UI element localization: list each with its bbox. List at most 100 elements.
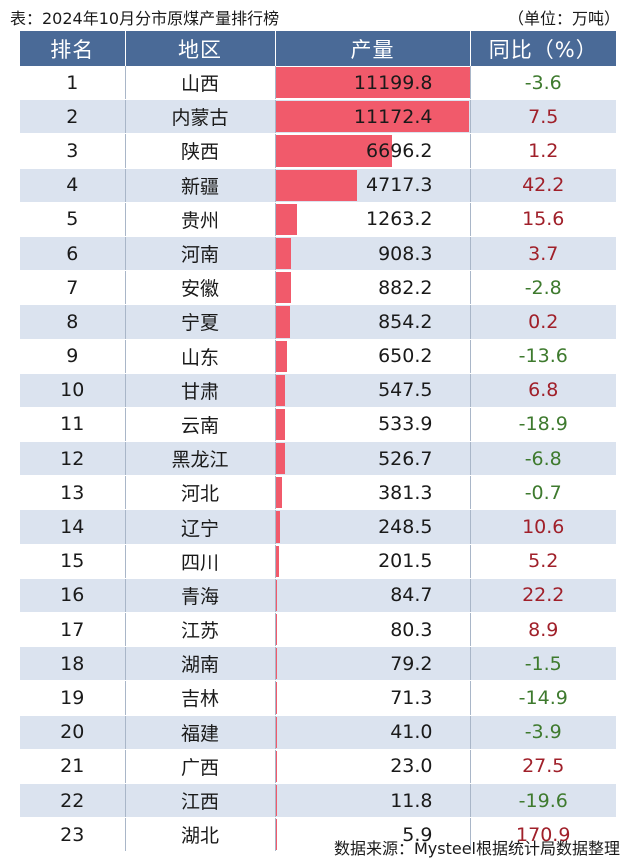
output-bar	[275, 237, 292, 270]
rank-cell: 11	[20, 407, 126, 443]
output-cell: 11172.4	[275, 99, 471, 135]
region-cell: 河南	[125, 236, 276, 272]
yoy-cell: 27.5	[470, 749, 616, 784]
rank-cell: 15	[20, 544, 126, 579]
output-bar	[275, 374, 285, 406]
header-row: 排名 地区 产量 同比（%）	[20, 31, 616, 66]
yoy-cell: 10.6	[470, 509, 616, 545]
region-cell: 黑龙江	[125, 441, 276, 477]
region-cell: 甘肃	[125, 373, 276, 408]
region-cell: 青海	[125, 578, 276, 614]
yoy-cell: -2.8	[470, 270, 616, 306]
output-bar	[275, 67, 469, 99]
yoy-cell: 170.9	[470, 817, 616, 853]
output-value: 248.5	[378, 516, 433, 539]
yoy-cell: 7.5	[470, 99, 616, 135]
table-row: 8 宁夏 854.2 0.2	[20, 304, 616, 340]
rank-cell: 20	[20, 715, 126, 750]
output-cell: 533.9	[275, 407, 471, 443]
rank-cell: 21	[20, 749, 126, 784]
table-row: 6 河南 908.3 3.7	[20, 236, 616, 272]
output-bar	[275, 579, 277, 611]
table-row: 12 黑龙江 526.7 -6.8	[20, 441, 616, 477]
yoy-cell: 3.7	[470, 236, 616, 272]
output-cell: 1263.2	[275, 202, 471, 237]
output-bar	[275, 408, 285, 441]
rank-cell: 13	[20, 475, 126, 511]
table-row: 2 内蒙古 11172.4 7.5	[20, 99, 616, 135]
output-value: 650.2	[378, 345, 433, 368]
output-value: 41.0	[390, 721, 433, 744]
table-row: 23 湖北 5.9 170.9	[20, 817, 616, 853]
table-body: 1 山西 11199.8 -3.6 2 内蒙古 11172.4 7.5 3 陕西 6696.2 1.2…	[20, 66, 616, 853]
yoy-cell: -14.9	[470, 680, 616, 716]
yoy-cell: 6.8	[470, 373, 616, 408]
yoy-cell: -1.5	[470, 646, 616, 682]
output-cell: 526.7	[275, 441, 471, 477]
yoy-cell: 15.6	[470, 202, 616, 237]
region-cell: 内蒙古	[125, 99, 276, 135]
rank-cell: 2	[20, 99, 126, 135]
output-value: 908.3	[378, 242, 433, 265]
table-row: 7 安徽 882.2 -2.8	[20, 270, 616, 306]
region-cell: 江苏	[125, 612, 276, 648]
table-row: 15 四川 201.5 5.2	[20, 544, 616, 579]
yoy-cell: 22.2	[470, 578, 616, 614]
region-cell: 山东	[125, 339, 276, 374]
output-value: 533.9	[378, 413, 433, 436]
table-row: 1 山西 11199.8 -3.6	[20, 66, 616, 101]
region-cell: 山西	[125, 66, 276, 101]
output-cell: 79.2	[275, 646, 471, 682]
output-bar	[275, 716, 277, 748]
output-bar	[275, 101, 469, 133]
table-row: 18 湖南 79.2 -1.5	[20, 646, 616, 682]
output-value: 882.2	[378, 276, 433, 299]
output-value: 547.5	[378, 379, 433, 402]
unit-label: （单位：万吨）	[507, 9, 620, 28]
rank-cell: 3	[20, 133, 126, 169]
yoy-cell: -3.9	[470, 715, 616, 750]
header-rank: 排名	[20, 31, 126, 66]
table-row: 22 江西 11.8 -19.6	[20, 783, 616, 819]
region-cell: 江西	[125, 783, 276, 819]
output-value: 23.0	[390, 755, 433, 778]
output-bar	[275, 443, 285, 475]
output-value: 84.7	[390, 584, 433, 607]
region-cell: 湖南	[125, 646, 276, 682]
table-row: 19 吉林 71.3 -14.9	[20, 680, 616, 716]
output-bar	[275, 545, 279, 577]
output-value: 6696.2	[366, 139, 433, 162]
output-value: 201.5	[378, 550, 433, 573]
rank-cell: 22	[20, 783, 126, 819]
output-cell: 6696.2	[275, 133, 471, 169]
table-row: 10 甘肃 547.5 6.8	[20, 373, 616, 408]
region-cell: 云南	[125, 407, 276, 443]
table-row: 11 云南 533.9 -18.9	[20, 407, 616, 443]
yoy-cell: 0.2	[470, 304, 616, 340]
rank-cell: 14	[20, 509, 126, 545]
rank-cell: 23	[20, 817, 126, 853]
data-source-note: 数据来源：Mysteel根据统计局数据整理	[333, 839, 620, 858]
table-row: 5 贵州 1263.2 15.6	[20, 202, 616, 237]
output-cell: 41.0	[275, 715, 471, 750]
yoy-cell: 5.2	[470, 544, 616, 579]
output-cell: 71.3	[275, 680, 471, 716]
table-header: 排名 地区 产量 同比（%）	[20, 31, 616, 66]
output-value: 11172.4	[353, 105, 433, 128]
table-row: 4 新疆 4717.3 42.2	[20, 168, 616, 203]
output-bar	[275, 135, 392, 167]
output-value: 1263.2	[366, 208, 433, 231]
output-cell: 908.3	[275, 236, 471, 272]
table-row: 16 青海 84.7 22.2	[20, 578, 616, 614]
output-bar	[275, 169, 358, 201]
output-value: 854.2	[378, 310, 433, 333]
rank-cell: 4	[20, 168, 126, 203]
yoy-cell: -18.9	[470, 407, 616, 443]
header-region: 地区	[125, 31, 276, 66]
region-cell: 宁夏	[125, 304, 276, 340]
output-value: 4717.3	[366, 174, 433, 197]
region-cell: 新疆	[125, 168, 276, 203]
output-value: 5.9	[402, 823, 433, 846]
output-bar	[275, 511, 280, 543]
output-value: 80.3	[390, 618, 433, 641]
